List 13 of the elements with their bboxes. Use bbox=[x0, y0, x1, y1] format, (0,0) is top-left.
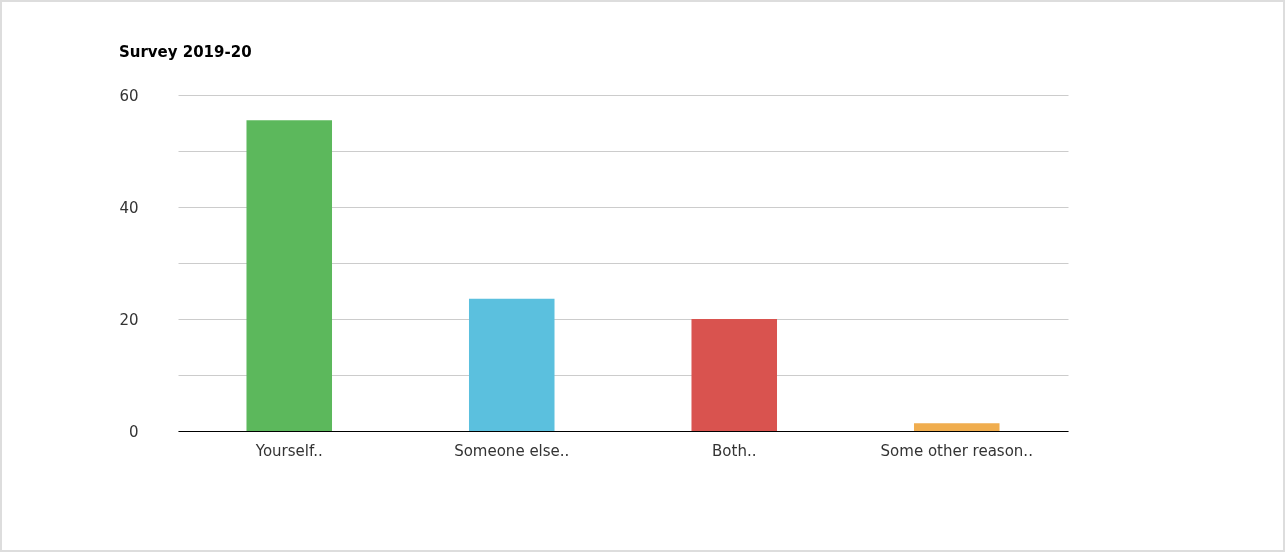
bar bbox=[691, 319, 778, 431]
y-tick-label: 0 bbox=[128, 422, 139, 441]
x-tick-label: Both.. bbox=[712, 441, 757, 460]
x-tick-label: Some other reason.. bbox=[880, 441, 1033, 460]
chart-title: Survey 2019-20 bbox=[118, 43, 252, 61]
x-tick-label: Yourself.. bbox=[254, 441, 323, 460]
bar bbox=[468, 298, 555, 431]
y-tick-label: 20 bbox=[119, 310, 139, 329]
bar bbox=[246, 120, 333, 431]
y-tick-label: 40 bbox=[119, 198, 139, 217]
x-tick-label: Someone else.. bbox=[454, 441, 570, 460]
bar bbox=[913, 423, 1000, 431]
y-tick-label: 60 bbox=[119, 86, 139, 105]
